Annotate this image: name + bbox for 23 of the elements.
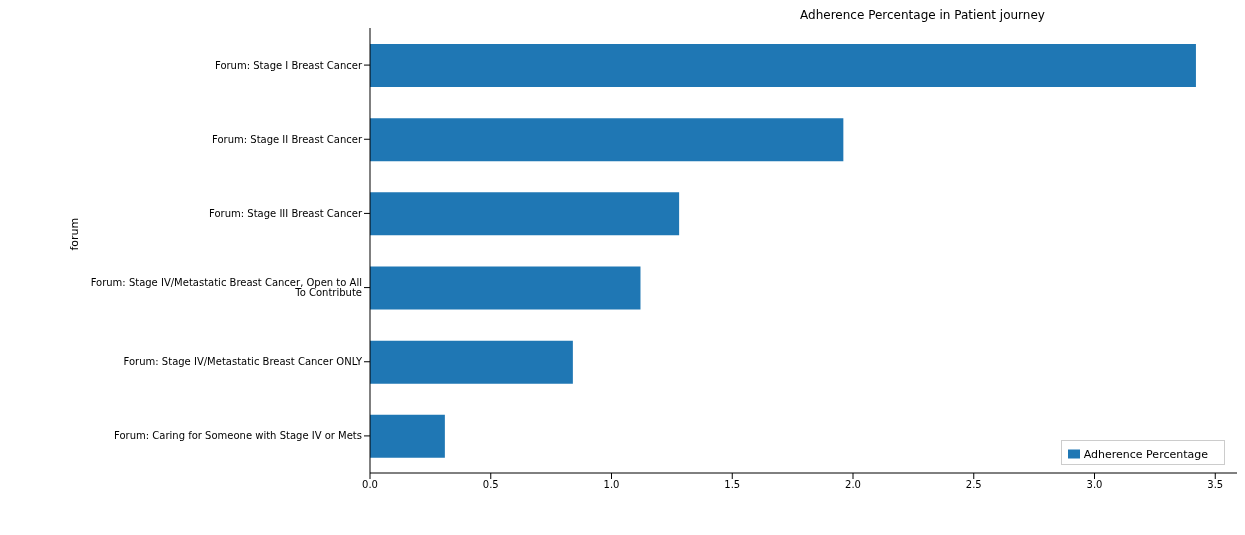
bar [370,44,1196,87]
bar [370,340,573,384]
x-tick-label: 0.5 [482,479,499,491]
x-tick-label: 1.5 [724,479,741,491]
y-tick-label: Forum: Stage IV/Metastatic Breast Cancer, Open to All To Contribute [90,277,362,299]
x-tick-label: 3.0 [1086,479,1103,491]
x-tick-label: 2.0 [845,479,861,491]
y-tick-label: Forum: Stage III Breast Cancer [209,207,363,219]
y-tick-label: Forum: Caring for Someone with Stage IV or Mets [114,430,362,442]
y-tick-label: Forum: Stage I Breast Cancer [214,59,363,71]
y-axis-title: forum [67,217,81,251]
y-tick-label: Forum: Stage IV/Metastatic Breast Cancer ONLY [123,356,363,368]
x-tick-label: 1.0 [603,479,620,491]
legend-label: Adherence Percentage [1083,448,1208,461]
x-tick-label: 2.5 [965,479,982,491]
x-tick-label: 0.0 [362,479,378,491]
bar [370,414,445,458]
bar [370,118,844,162]
chart-title: Adherence Percentage in Patient journey [799,8,1046,24]
bar [370,192,680,236]
bar [370,266,641,310]
x-tick-label: 3.5 [1207,479,1224,491]
y-tick-label: Forum: Stage II Breast Cancer [212,133,363,145]
